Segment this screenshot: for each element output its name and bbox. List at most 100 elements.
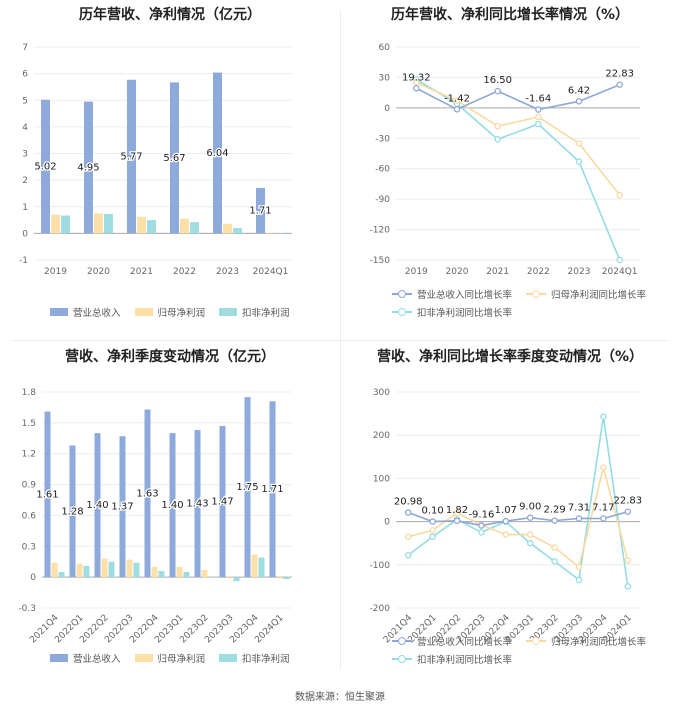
legend-item-profit-growth[interactable]: 归母净利润同比增长率 xyxy=(526,285,646,303)
profit-bar xyxy=(51,214,60,234)
deducted-growth-line xyxy=(407,416,629,587)
profit-bar xyxy=(201,569,208,578)
legend-item-revenue[interactable]: 营业总收入 xyxy=(50,303,121,321)
legend: 营业总收入 归母净利润 扣非净利润 xyxy=(50,649,304,667)
y-tick-label: 7 xyxy=(22,43,28,53)
horizontal-divider xyxy=(10,340,670,341)
deducted-growth-point xyxy=(551,558,558,565)
revenue-bar xyxy=(44,411,51,578)
legend-item-revenue-growth[interactable]: 营业总收入同比增长率 xyxy=(392,632,512,650)
legend-item-profit[interactable]: 归母净利润 xyxy=(134,649,205,667)
legend-item-deducted[interactable]: 扣非净利润 xyxy=(219,303,290,321)
y-tick-label: 0 xyxy=(30,573,36,583)
legend-label: 扣非净利润 xyxy=(242,654,290,665)
y-tick-label: 0.6 xyxy=(22,511,37,521)
legend-label: 扣非净利润同比增长率 xyxy=(417,308,513,319)
x-tick-label: 2023 xyxy=(568,267,591,277)
y-tick-label: 300 xyxy=(373,388,390,398)
data-label: 1.82 xyxy=(446,505,468,516)
profit-growth-point xyxy=(600,464,607,471)
revenue-growth-point xyxy=(600,515,607,522)
deducted-bar xyxy=(61,215,70,234)
data-label: 1.47 xyxy=(211,497,233,508)
profit-bar xyxy=(180,218,189,234)
profit-bar xyxy=(226,576,233,578)
deducted-bar xyxy=(183,572,190,578)
data-label: 16.50 xyxy=(483,75,512,86)
deducted-growth-point xyxy=(429,533,436,540)
y-tick-label: -30 xyxy=(375,134,390,144)
annual-growth-line-chart: -150 -120 -90 -60 -30 0 30 60 2019 2020 2021 2022 20… xyxy=(370,43,640,277)
deducted-bar xyxy=(158,570,165,578)
deducted-bar xyxy=(258,557,265,578)
deducted-bar xyxy=(190,222,199,234)
profit-growth-point xyxy=(526,531,534,538)
profit-bar xyxy=(94,213,103,234)
revenue-bar xyxy=(69,445,76,578)
legend-item-revenue[interactable]: 营业总收入 xyxy=(50,649,121,667)
deducted-bar xyxy=(233,228,242,234)
legend: 营业总收入同比增长率 归母净利润同比增长率 扣非净利润同比增长率 xyxy=(392,632,680,668)
legend-item-deducted[interactable]: 扣非净利润 xyxy=(219,649,290,667)
profit-growth-line xyxy=(407,467,629,569)
y-tick-label: 0.3 xyxy=(22,542,36,552)
legend: 营业总收入 归母净利润 扣非净利润 xyxy=(50,303,304,321)
revenue-bar xyxy=(194,430,201,578)
deducted-growth-point xyxy=(575,576,583,584)
data-label: 1.43 xyxy=(186,499,208,510)
revenue-bar xyxy=(219,425,226,578)
y-tick-label: 60 xyxy=(379,43,391,53)
deducted-growth-point xyxy=(478,529,485,536)
y-tick-label: 3 xyxy=(22,150,28,160)
y-tick-label: 1 xyxy=(22,203,28,213)
legend-item-revenue-growth[interactable]: 营业总收入同比增长率 xyxy=(392,285,512,303)
deducted-bar xyxy=(108,561,115,578)
y-tick-label: 1.2 xyxy=(22,450,36,460)
data-label: 9.00 xyxy=(519,502,541,513)
deducted-growth-point xyxy=(616,256,623,264)
x-tick-label: 2021 xyxy=(130,267,153,277)
legend-item-deducted-growth[interactable]: 扣非净利润同比增长率 xyxy=(392,303,512,321)
deducted-growth-point xyxy=(535,120,542,128)
deducted-growth-point xyxy=(526,539,534,547)
y-tick-label: 1.5 xyxy=(22,419,36,429)
y-tick-label: -200 xyxy=(370,604,391,614)
y-tick-label: 0 xyxy=(22,229,28,239)
deducted-bar xyxy=(133,562,140,578)
x-tick-label: 2022 xyxy=(173,267,196,277)
profit-bar xyxy=(126,559,133,578)
profit-growth-point xyxy=(429,526,436,534)
data-label: 22.83 xyxy=(613,496,642,507)
data-label: 1.40 xyxy=(86,500,108,511)
legend-label: 归母净利润同比增长率 xyxy=(551,290,647,301)
legend-item-profit-growth[interactable]: 归母净利润同比增长率 xyxy=(526,632,646,650)
legend-item-deducted-growth[interactable]: 扣非净利润同比增长率 xyxy=(392,650,512,668)
data-label: 1.07 xyxy=(495,505,517,516)
data-label: -1.42 xyxy=(444,93,470,104)
x-tick-label: 2020 xyxy=(87,267,110,277)
chart-title: 营收、净利同比增长率季度变动情况（%） xyxy=(376,349,644,365)
y-tick-label: -100 xyxy=(370,561,391,571)
legend-label: 扣非净利润同比增长率 xyxy=(417,655,513,666)
revenue-bar xyxy=(119,436,126,578)
legend-label: 营业总收入 xyxy=(73,654,121,665)
y-tick-label: -1 xyxy=(19,256,28,266)
data-label: 6.42 xyxy=(568,85,590,96)
y-tick-label: 0 xyxy=(384,104,390,114)
legend-item-profit[interactable]: 归母净利润 xyxy=(134,303,206,321)
revenue-bar xyxy=(144,409,151,578)
quarterly-revenue-profit-panel: 营收、净利季度变动情况（亿元） -0.3 0 0.3 0.6 0.9 1.2 1.5 1.8 2… xyxy=(0,340,340,680)
revenue-bar xyxy=(41,99,50,234)
legend-label: 归母净利润 xyxy=(157,308,206,319)
y-tick-label: -150 xyxy=(370,256,391,266)
data-label: 1.61 xyxy=(36,489,58,500)
deducted-bar xyxy=(147,220,156,234)
y-tick-label: -0.3 xyxy=(18,604,36,614)
y-tick-label: 200 xyxy=(373,431,390,441)
x-tick-label: 2023 xyxy=(216,267,239,277)
legend-label: 营业总收入同比增长率 xyxy=(417,290,513,301)
x-tick-label: 2021 xyxy=(486,267,509,277)
data-label: 7.31 xyxy=(568,502,590,513)
deducted-bar xyxy=(208,577,215,578)
revenue-bar xyxy=(269,401,276,578)
